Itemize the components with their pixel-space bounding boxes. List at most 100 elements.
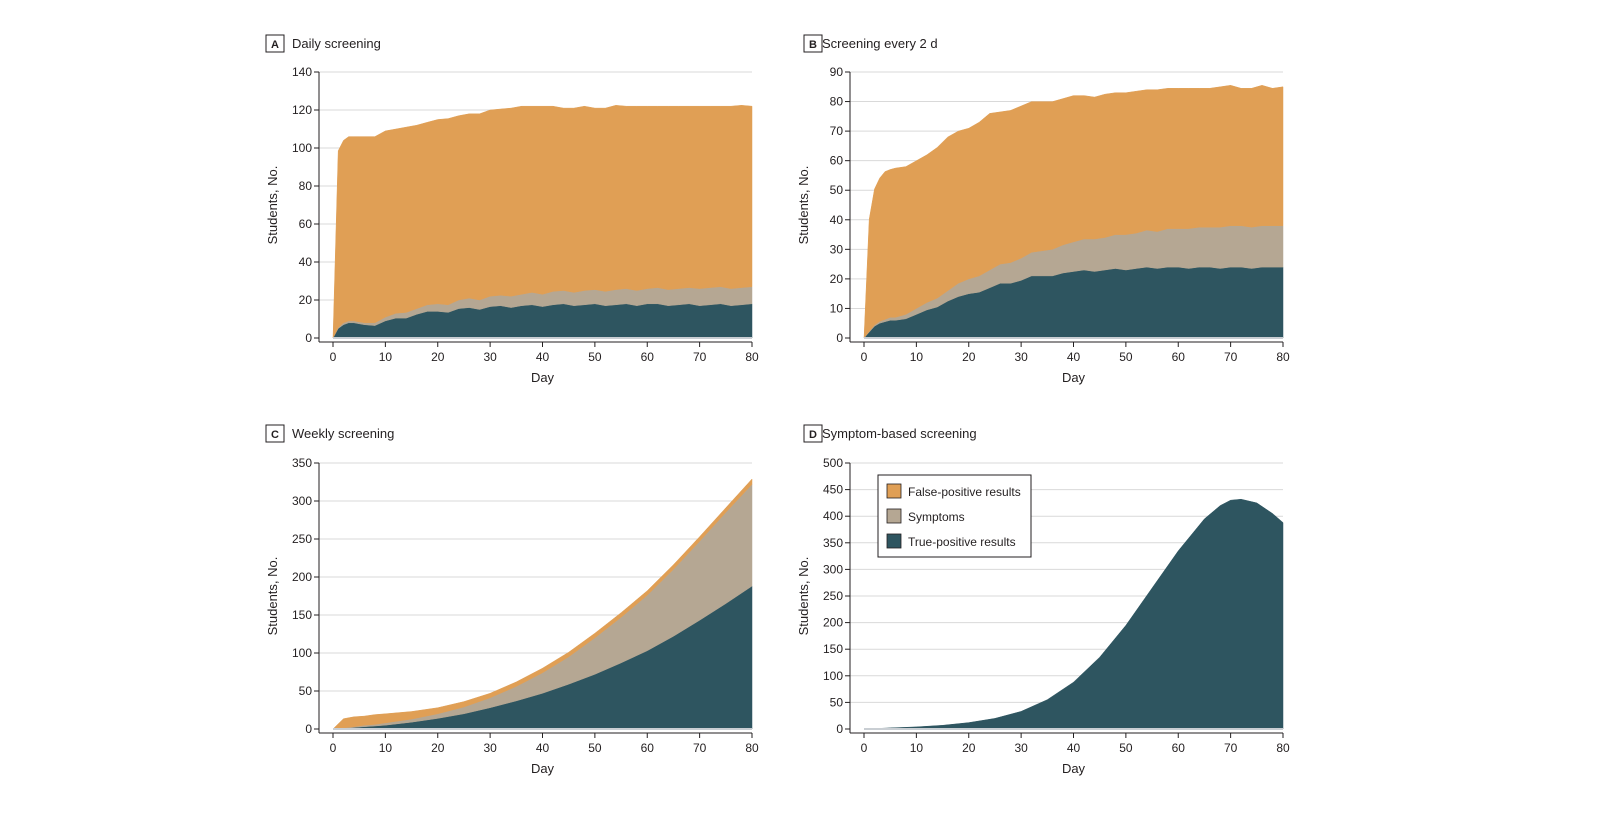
y-tick-label: 0 — [836, 331, 843, 345]
x-tick-label: 0 — [330, 350, 337, 364]
legend-swatch — [886, 508, 902, 524]
y-tick-label: 60 — [299, 217, 313, 231]
x-tick-label: 10 — [379, 741, 393, 755]
y-tick-label: 0 — [305, 722, 312, 736]
y-tick-label: 250 — [292, 532, 312, 546]
y-tick-label: 250 — [823, 589, 843, 603]
x-tick-label: 70 — [693, 350, 707, 364]
area-false-positive-results — [863, 85, 1284, 339]
x-tick-label: 40 — [536, 350, 550, 364]
y-tick-label: 20 — [299, 293, 313, 307]
y-axis-title: Students, No. — [265, 166, 280, 245]
y-axis-title: Students, No. — [796, 166, 811, 245]
legend: False-positive results Symptoms True-posit… — [877, 474, 1032, 558]
x-tick-label: 10 — [910, 741, 924, 755]
y-tick-label: 30 — [830, 242, 844, 256]
x-tick-label: 40 — [1067, 350, 1081, 364]
legend-swatch — [886, 533, 902, 549]
y-tick-label: 100 — [823, 669, 843, 683]
y-tick-label: 80 — [299, 179, 313, 193]
x-tick-label: 40 — [1067, 741, 1081, 755]
y-axis-title: Students, No. — [265, 557, 280, 636]
legend-label: Symptoms — [908, 510, 965, 524]
y-tick-label: 120 — [292, 103, 312, 117]
x-tick-label: 50 — [1119, 350, 1133, 364]
y-tick-label: 100 — [292, 141, 312, 155]
panel-letter-box — [265, 34, 285, 53]
x-tick-label: 50 — [588, 350, 602, 364]
x-axis-title: Day — [531, 761, 555, 776]
x-tick-label: 80 — [1276, 350, 1290, 364]
x-tick-label: 70 — [1224, 741, 1238, 755]
y-tick-label: 40 — [830, 213, 844, 227]
x-tick-label: 0 — [861, 350, 868, 364]
x-tick-label: 30 — [1014, 350, 1028, 364]
y-tick-label: 300 — [292, 494, 312, 508]
panel-title: Daily screening — [292, 36, 381, 51]
panel-title: Weekly screening — [292, 426, 394, 441]
area-false-positive-results — [332, 478, 753, 730]
y-tick-label: 200 — [823, 616, 843, 630]
y-tick-label: 50 — [830, 695, 844, 709]
y-tick-label: 50 — [299, 684, 313, 698]
y-tick-label: 350 — [823, 536, 843, 550]
x-tick-label: 70 — [1224, 350, 1238, 364]
x-tick-label: 20 — [431, 350, 445, 364]
panel-letter-box — [803, 424, 823, 443]
x-tick-label: 50 — [1119, 741, 1133, 755]
y-tick-label: 500 — [823, 456, 843, 470]
x-tick-label: 50 — [588, 741, 602, 755]
y-tick-label: 40 — [299, 255, 313, 269]
y-tick-label: 80 — [830, 95, 844, 109]
panel-letter-box — [265, 424, 285, 443]
x-tick-label: 30 — [483, 350, 497, 364]
y-tick-label: 140 — [292, 65, 312, 79]
legend-label: True-positive results — [908, 535, 1016, 549]
panel-b: B Screening every 2 d 0 10 20 30 40 50 60 70 80 90 0… — [796, 34, 1290, 385]
y-tick-label: 450 — [823, 483, 843, 497]
x-tick-label: 80 — [745, 350, 759, 364]
panel-title: Symptom-based screening — [822, 426, 977, 441]
panel-c: C Weekly screening 0 50 100 150 200 250 300 350 0 1… — [265, 424, 759, 776]
x-axis-title: Day — [531, 370, 555, 385]
y-tick-label: 400 — [823, 509, 843, 523]
panel-title: Screening every 2 d — [822, 36, 938, 51]
area-false-positive-results — [332, 105, 753, 339]
legend-label: False-positive results — [908, 485, 1021, 499]
y-tick-label: 60 — [830, 154, 844, 168]
y-tick-label: 350 — [292, 456, 312, 470]
x-tick-label: 60 — [641, 741, 655, 755]
x-tick-label: 20 — [431, 741, 445, 755]
y-tick-label: 70 — [830, 124, 844, 138]
x-tick-label: 30 — [483, 741, 497, 755]
x-tick-label: 60 — [1172, 741, 1186, 755]
panel-letter: B — [809, 39, 817, 51]
x-tick-label: 80 — [1276, 741, 1290, 755]
x-tick-label: 30 — [1014, 741, 1028, 755]
y-tick-label: 90 — [830, 65, 844, 79]
y-axis-title: Students, No. — [796, 557, 811, 636]
legend-box — [877, 474, 1032, 558]
y-tick-label: 0 — [305, 331, 312, 345]
x-tick-label: 0 — [861, 741, 868, 755]
y-tick-label: 200 — [292, 570, 312, 584]
y-tick-label: 50 — [830, 183, 844, 197]
x-tick-label: 40 — [536, 741, 550, 755]
panel-letter-box — [803, 34, 823, 53]
y-tick-label: 150 — [823, 642, 843, 656]
panel-d: D Symptom-based screening0501001502002503… — [796, 424, 1290, 776]
x-tick-label: 70 — [693, 741, 707, 755]
y-tick-label: 20 — [830, 272, 844, 286]
x-axis-title: Day — [1062, 370, 1086, 385]
x-tick-label: 10 — [379, 350, 393, 364]
x-tick-label: 20 — [962, 741, 976, 755]
x-tick-label: 60 — [641, 350, 655, 364]
x-tick-label: 60 — [1172, 350, 1186, 364]
y-tick-label: 300 — [823, 562, 843, 576]
y-tick-label: 0 — [836, 722, 843, 736]
x-tick-label: 80 — [745, 741, 759, 755]
y-tick-label: 10 — [830, 301, 844, 315]
x-tick-label: 10 — [910, 350, 924, 364]
x-tick-label: 0 — [330, 741, 337, 755]
